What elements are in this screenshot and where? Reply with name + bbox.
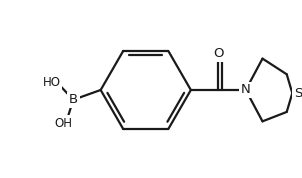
Text: S: S [294, 87, 302, 100]
Text: B: B [69, 93, 78, 106]
Text: HO: HO [43, 76, 61, 89]
Text: O: O [213, 47, 223, 60]
Text: N: N [241, 83, 251, 96]
Text: OH: OH [54, 117, 72, 130]
